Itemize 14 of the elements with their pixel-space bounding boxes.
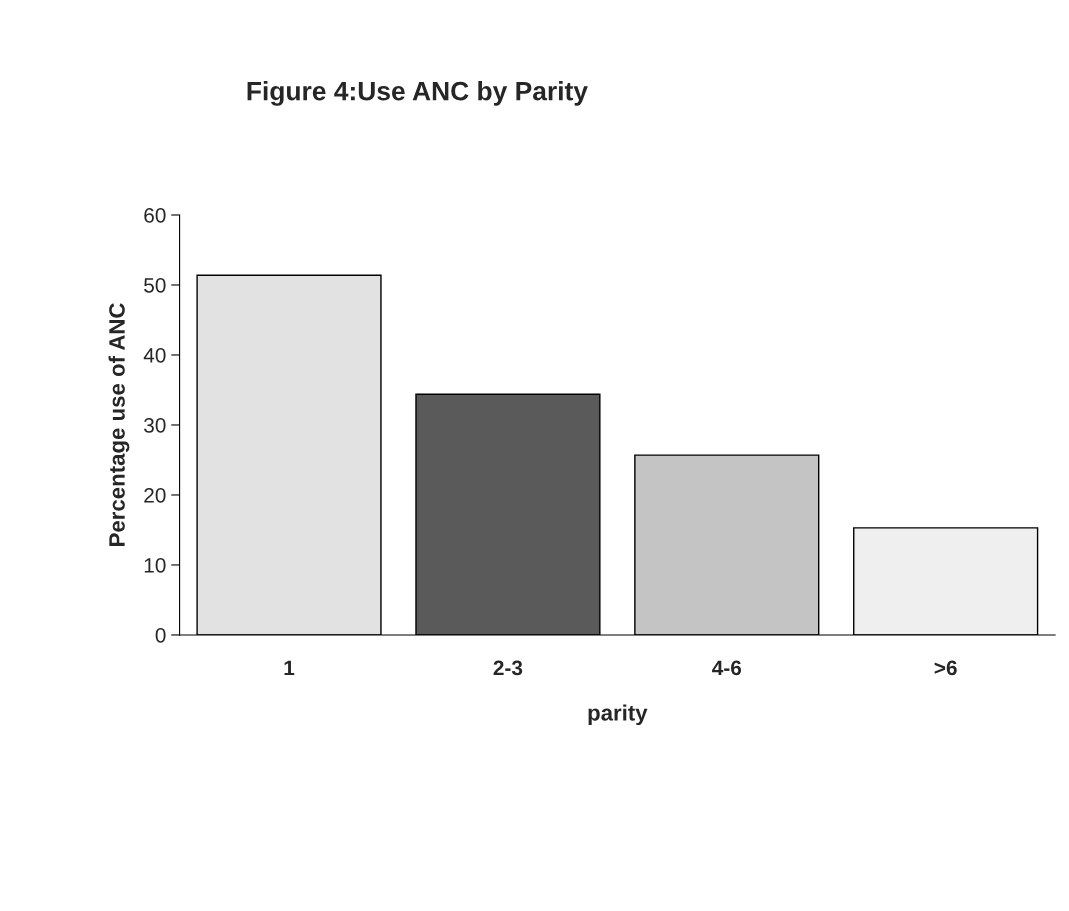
y-tick-label: 20	[144, 487, 166, 503]
x-tick-label: 4-6	[712, 660, 742, 676]
y-tick-label: 0	[155, 627, 166, 643]
y-tick-label: 40	[143, 347, 166, 363]
y-tick-label: 50	[144, 277, 166, 293]
x-tick-label: >6	[934, 660, 957, 676]
y-axis-title: Percentage use of ANC	[108, 303, 130, 546]
y-tick-label: 10	[144, 557, 166, 573]
x-tick-label: 1	[284, 660, 295, 676]
y-tick-label: 60	[144, 208, 166, 223]
x-axis-title: parity	[588, 704, 648, 726]
chart-title: Figure 4:Use ANC by Parity	[247, 81, 588, 106]
y-tick-label: 30	[144, 417, 166, 433]
x-tick-label: 2-3	[493, 660, 523, 676]
